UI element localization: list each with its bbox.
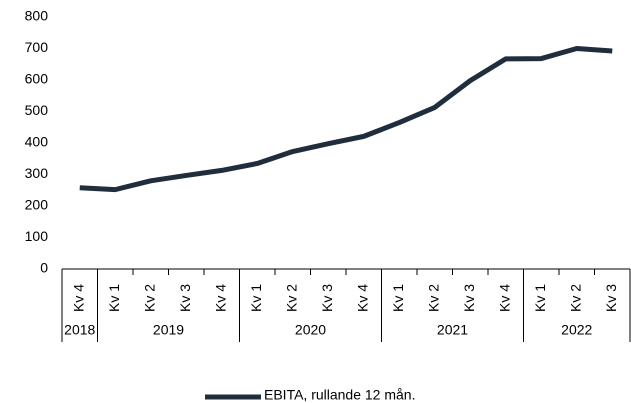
group-label: 2018 (64, 322, 95, 338)
x-tick-label: Kv 1 (532, 284, 548, 312)
group-label: 2022 (561, 322, 592, 338)
group-label: 2019 (153, 322, 184, 338)
y-tick-label: 600 (25, 71, 49, 87)
x-tick-label: Kv 3 (603, 284, 619, 312)
x-tick-label: Kv 2 (425, 284, 441, 312)
x-tick-label: Kv 3 (461, 284, 477, 312)
x-tick-label: Kv 4 (354, 284, 370, 312)
x-tick-label: Kv 3 (177, 284, 193, 312)
y-tick-label: 700 (25, 39, 49, 55)
legend-label: EBITA, rullande 12 mån. (264, 387, 415, 403)
y-tick-label: 100 (25, 228, 49, 244)
x-tick-label: Kv 1 (390, 284, 406, 312)
y-tick-label: 300 (25, 165, 49, 181)
group-label: 2020 (295, 322, 326, 338)
x-tick-label: Kv 4 (496, 284, 512, 312)
y-tick-label: 0 (40, 260, 48, 276)
y-tick-label: 500 (25, 102, 49, 118)
x-tick-label: Kv 2 (567, 284, 583, 312)
x-tick-label: Kv 2 (283, 284, 299, 312)
y-tick-label: 200 (25, 197, 49, 213)
x-tick-label: Kv 4 (70, 284, 86, 312)
line-series (79, 46, 613, 193)
y-tick-label: 400 (25, 134, 49, 150)
x-tick-label: Kv 1 (106, 284, 122, 312)
x-tick-label: Kv 2 (141, 284, 157, 312)
group-label: 2021 (437, 322, 468, 338)
y-tick-label: 800 (25, 8, 49, 24)
x-tick-label: Kv 4 (212, 284, 228, 312)
x-tick-label: Kv 3 (319, 284, 335, 312)
x-tick-label: Kv 1 (248, 284, 264, 312)
